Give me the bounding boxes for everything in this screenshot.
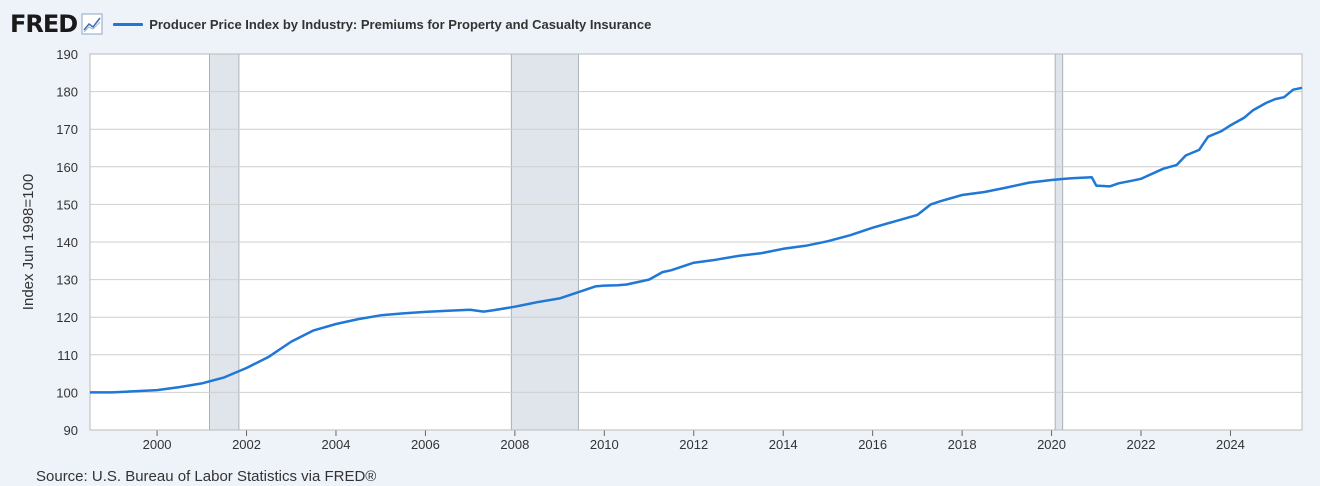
fred-logo: FRED xyxy=(10,10,78,38)
x-tick-label: 2014 xyxy=(769,437,798,452)
x-tick-label: 2004 xyxy=(322,437,351,452)
legend-swatch xyxy=(113,22,144,26)
y-tick-label: 180 xyxy=(56,85,78,100)
x-tick-label: 2024 xyxy=(1216,437,1245,452)
y-tick-label: 100 xyxy=(56,385,78,400)
x-tick-label: 2000 xyxy=(143,437,172,452)
y-tick-label: 130 xyxy=(56,273,78,288)
y-tick-label: 170 xyxy=(56,122,78,137)
y-tick-label: 190 xyxy=(56,47,78,62)
y-tick-label: 110 xyxy=(57,348,78,363)
plot-border xyxy=(89,53,1303,431)
y-tick-label: 150 xyxy=(56,197,78,212)
x-tick-label: 2020 xyxy=(1037,437,1066,452)
series-line xyxy=(90,86,1303,394)
x-tick-label: 2012 xyxy=(679,437,708,452)
y-tick-label: 140 xyxy=(56,235,78,250)
y-tick-label: 120 xyxy=(56,310,78,325)
y-tick-label: 90 xyxy=(64,423,78,438)
legend: Producer Price Index by Industry: Premiu… xyxy=(113,17,651,32)
chart-header: FRED Producer Price Index by Industry: P… xyxy=(10,10,651,38)
x-tick-label: 2018 xyxy=(948,437,977,452)
x-tick-label: 2002 xyxy=(232,437,261,452)
graph-icon xyxy=(81,13,103,35)
x-tick-label: 2006 xyxy=(411,437,440,452)
x-tick-label: 2016 xyxy=(858,437,887,452)
y-tick-label: 160 xyxy=(56,160,78,175)
x-tick-label: 2010 xyxy=(590,437,619,452)
x-tick-label: 2008 xyxy=(500,437,529,452)
source-note: Source: U.S. Bureau of Labor Statistics … xyxy=(36,468,377,485)
legend-label: Producer Price Index by Industry: Premiu… xyxy=(149,16,652,32)
y-axis-label: Index Jun 1998=100 xyxy=(20,174,37,310)
x-tick-label: 2022 xyxy=(1127,437,1156,452)
